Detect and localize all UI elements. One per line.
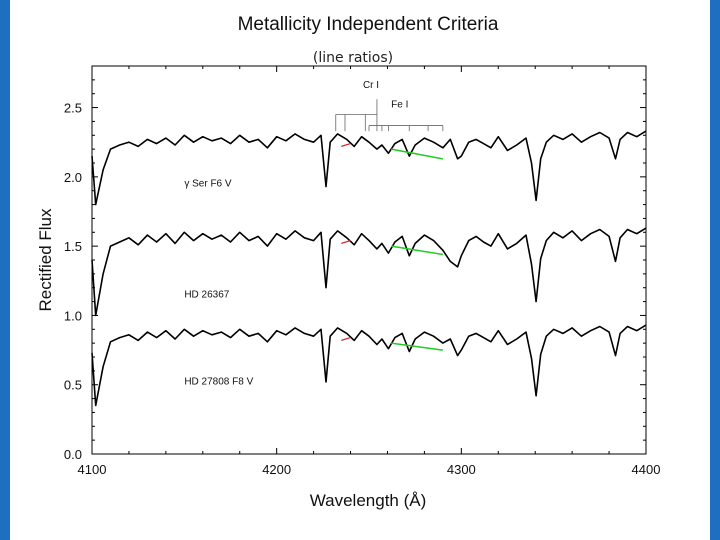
y-tick-label: 2.5	[64, 101, 82, 116]
series-label: HD 27808 F8 V	[184, 377, 253, 388]
continuum-line	[391, 148, 444, 160]
series-label: γ Ser F6 V	[184, 179, 232, 190]
left-accent-bar	[0, 0, 10, 540]
y-axis: 0.0 0.5 1.0 1.5 2.0 2.5	[64, 79, 646, 462]
y-tick-label: 1.5	[64, 239, 82, 254]
x-tick-label: 4300	[447, 462, 476, 477]
series-group: γ Ser F6 V HD 26367 HD 27808 F8 V	[91, 130, 647, 407]
x-axis-label: Wavelength (Å)	[310, 491, 427, 510]
continuum-line	[391, 245, 443, 256]
y-tick-label: 1.0	[64, 308, 82, 323]
plot-frame	[91, 65, 647, 455]
x-tick-label: 4100	[78, 462, 107, 477]
continuum-line	[391, 342, 443, 351]
ratio-marker	[341, 143, 351, 147]
series-label: HD 26367	[184, 289, 229, 300]
ratio-marker	[341, 337, 351, 341]
fe-line-label: Fe I	[391, 100, 408, 111]
chart-title: Metallicity Independent Criteria	[238, 14, 499, 35]
y-tick-label: 0.0	[64, 447, 82, 462]
ratio-marker	[341, 240, 351, 244]
chart-subtitle: (line ratios)	[313, 50, 393, 66]
x-tick-label: 4400	[632, 462, 661, 477]
x-axis: 4100 4200 4300 4400	[78, 66, 661, 477]
spectrum-line	[91, 227, 647, 317]
line-identifications: Cr I Fe I	[335, 80, 444, 132]
cr-line-label: Cr I	[363, 80, 379, 91]
spectrum-line	[91, 130, 647, 206]
y-tick-label: 0.5	[64, 378, 82, 393]
right-accent-bar	[710, 0, 720, 540]
y-tick-label: 2.0	[64, 170, 82, 185]
y-axis-label: Rectified Flux	[36, 208, 55, 311]
x-tick-label: 4200	[262, 462, 291, 477]
spectrum-line	[91, 324, 647, 407]
